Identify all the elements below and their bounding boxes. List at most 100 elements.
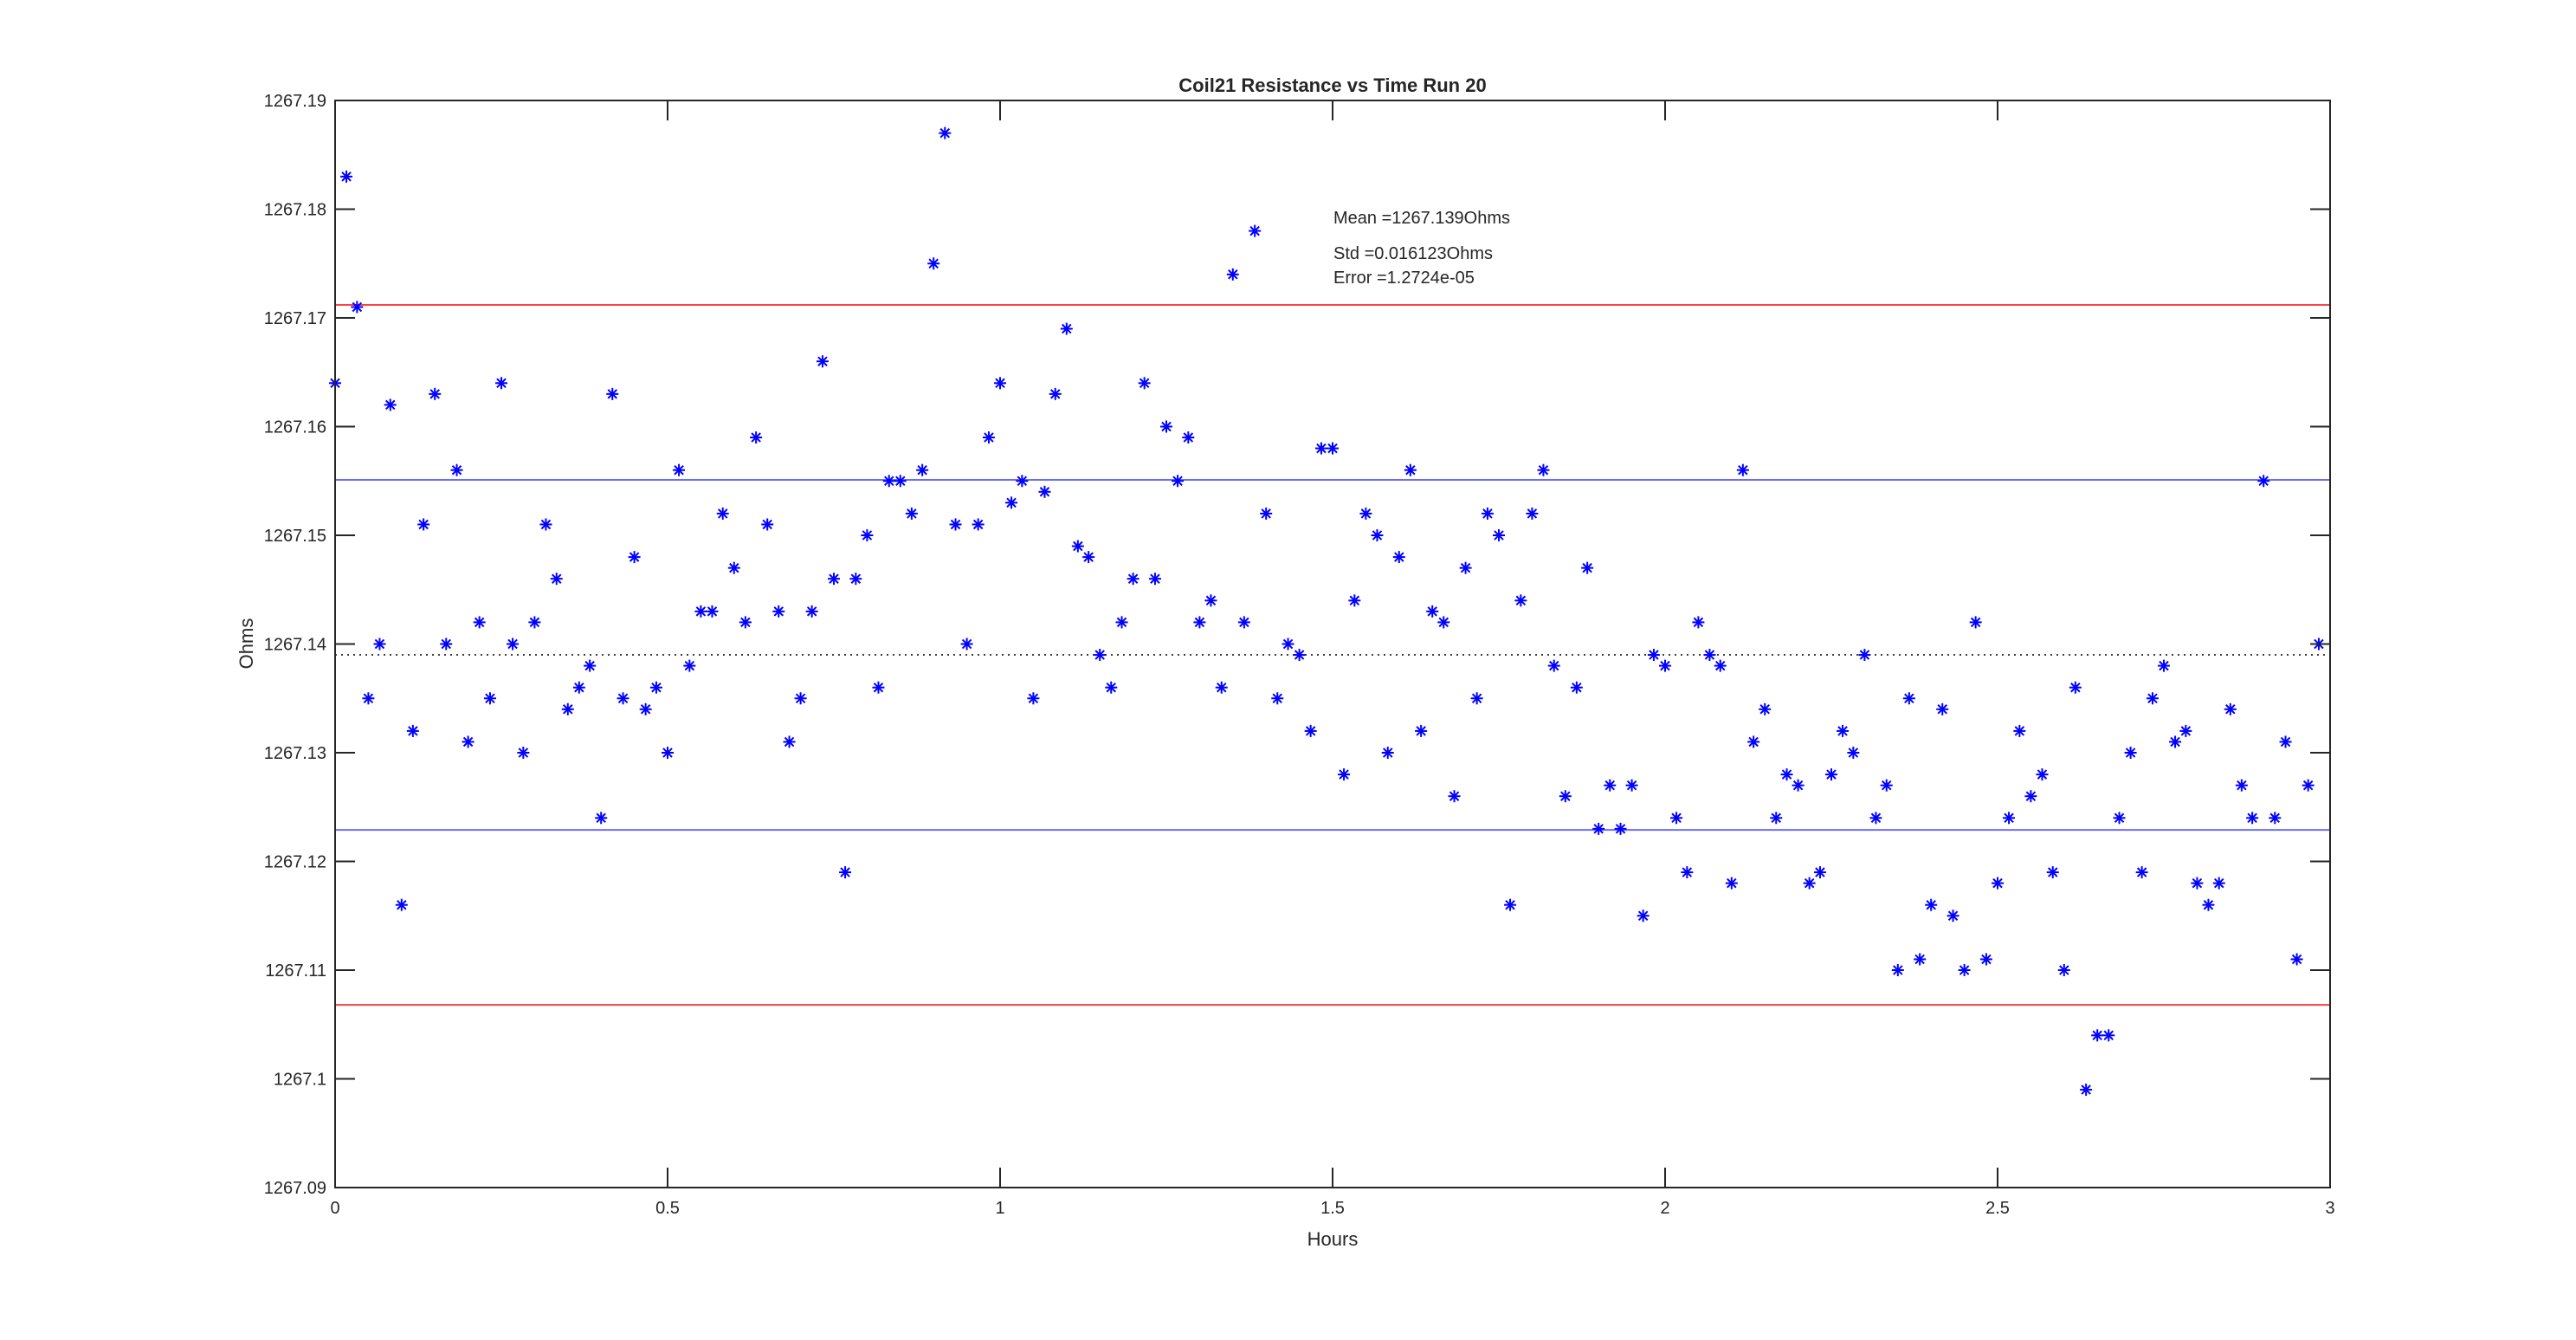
data-point bbox=[2046, 866, 2059, 879]
data-point bbox=[1016, 475, 1029, 488]
data-point bbox=[1780, 768, 1793, 781]
data-point bbox=[2179, 724, 2192, 737]
data-point bbox=[595, 812, 608, 825]
data-point bbox=[473, 616, 486, 629]
data-point bbox=[916, 463, 929, 476]
data-point bbox=[1448, 790, 1461, 803]
data-point bbox=[1570, 681, 1583, 694]
data-point bbox=[1237, 616, 1250, 629]
data-point bbox=[462, 735, 475, 748]
data-point bbox=[1604, 779, 1617, 792]
data-points bbox=[329, 126, 2325, 1097]
data-point bbox=[1226, 268, 1239, 281]
data-point bbox=[1647, 649, 1660, 662]
y-tick-label: 1267.15 bbox=[264, 527, 326, 546]
data-point bbox=[362, 692, 375, 705]
data-point bbox=[1880, 779, 1893, 792]
data-point bbox=[683, 659, 696, 672]
data-point bbox=[1559, 790, 1572, 803]
data-point bbox=[2024, 790, 2037, 803]
data-point bbox=[1979, 953, 1992, 966]
reference-lines bbox=[335, 303, 2330, 1007]
y-tick-label: 1267.18 bbox=[264, 201, 326, 220]
data-point bbox=[1371, 529, 1384, 541]
data-point bbox=[1381, 747, 1394, 759]
annotation-std: Std =0.016123Ohms bbox=[1333, 244, 1493, 263]
data-point bbox=[2069, 681, 2082, 694]
y-axis-label: Ohms bbox=[236, 618, 257, 670]
data-point bbox=[429, 387, 442, 400]
y-tick-label: 1267.11 bbox=[265, 961, 326, 981]
data-point bbox=[994, 377, 1006, 390]
y-tick-label: 1267.14 bbox=[264, 636, 326, 655]
data-point bbox=[1914, 953, 1927, 966]
data-point bbox=[1426, 605, 1439, 618]
data-point bbox=[2013, 724, 2026, 737]
x-tick-label: 2.5 bbox=[1985, 1199, 2010, 1218]
data-point bbox=[528, 616, 541, 629]
x-tick-label: 0.5 bbox=[655, 1199, 680, 1218]
data-point bbox=[1271, 692, 1284, 705]
data-point bbox=[384, 398, 397, 411]
data-point bbox=[1249, 224, 1262, 237]
data-point bbox=[617, 692, 629, 705]
data-point bbox=[1204, 594, 1217, 607]
data-point bbox=[1858, 649, 1871, 662]
data-point bbox=[905, 507, 918, 520]
data-point bbox=[539, 518, 552, 531]
data-point bbox=[1282, 638, 1294, 651]
data-point bbox=[2212, 877, 2225, 890]
data-point bbox=[2169, 735, 2182, 748]
data-point bbox=[706, 605, 719, 618]
data-point bbox=[939, 126, 952, 139]
data-point bbox=[794, 692, 807, 705]
x-tick-label: 1 bbox=[995, 1199, 1004, 1218]
data-point bbox=[949, 518, 962, 531]
data-point bbox=[694, 605, 707, 618]
data-point bbox=[2290, 953, 2303, 966]
data-point bbox=[805, 605, 818, 618]
data-point bbox=[1514, 594, 1527, 607]
data-point bbox=[1127, 573, 1140, 586]
data-point bbox=[1725, 877, 1738, 890]
data-point bbox=[1304, 724, 1317, 737]
data-point bbox=[872, 681, 885, 694]
data-point bbox=[584, 659, 597, 672]
x-tick-label: 2 bbox=[1660, 1199, 1669, 1218]
data-point bbox=[1925, 898, 1938, 911]
data-point bbox=[1936, 702, 1949, 715]
data-point bbox=[1537, 463, 1550, 476]
data-point bbox=[2269, 812, 2282, 825]
data-point bbox=[739, 616, 752, 629]
data-point bbox=[1592, 822, 1605, 835]
data-point bbox=[1847, 747, 1860, 759]
data-point bbox=[839, 866, 852, 879]
data-point bbox=[1293, 649, 1306, 662]
data-point bbox=[1038, 485, 1051, 498]
data-point bbox=[2246, 812, 2259, 825]
data-point bbox=[561, 702, 574, 715]
x-tick-label: 0 bbox=[330, 1199, 339, 1218]
data-point bbox=[2091, 1029, 2104, 1042]
data-point bbox=[2146, 692, 2159, 705]
data-point bbox=[1094, 649, 1107, 662]
data-point bbox=[1614, 822, 1627, 835]
data-point bbox=[1027, 692, 1040, 705]
y-tick-label: 1267.12 bbox=[264, 853, 326, 872]
data-point bbox=[1681, 866, 1694, 879]
data-point bbox=[2257, 475, 2270, 488]
data-point bbox=[440, 638, 453, 651]
data-point bbox=[927, 257, 940, 270]
data-point bbox=[1637, 910, 1650, 922]
data-point bbox=[1526, 507, 1539, 520]
data-point bbox=[982, 431, 995, 444]
data-point bbox=[1359, 507, 1372, 520]
data-point bbox=[1105, 681, 1118, 694]
data-point bbox=[1392, 551, 1405, 564]
data-point bbox=[1902, 692, 1915, 705]
data-point bbox=[483, 692, 496, 705]
data-point bbox=[1115, 616, 1128, 629]
data-point bbox=[894, 475, 907, 488]
data-point bbox=[1770, 812, 1783, 825]
